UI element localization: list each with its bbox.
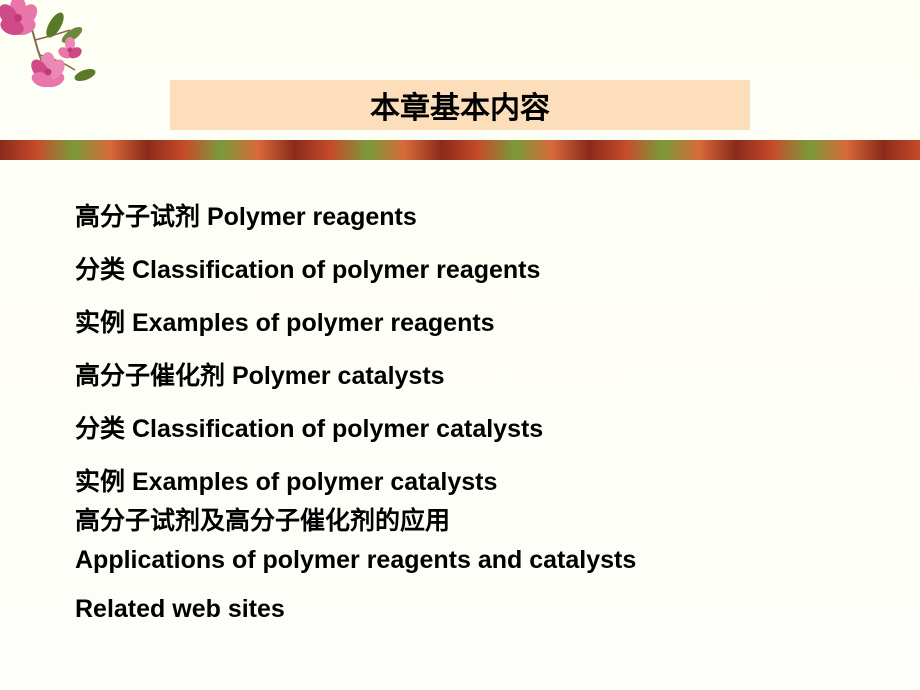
chapter-title-box: 本章基本内容: [170, 80, 750, 130]
outline-item: 实例 Examples of polymer reagents: [75, 306, 865, 341]
outline-item: Applications of polymer reagents and cat…: [75, 543, 865, 578]
outline-item: 高分子试剂及高分子催化剂的应用: [75, 504, 865, 539]
chapter-title: 本章基本内容: [370, 83, 550, 127]
outline-item: 高分子催化剂 Polymer catalysts: [75, 359, 865, 394]
decorative-divider: [0, 140, 920, 160]
content-list: 高分子试剂 Polymer reagents 分类 Classification…: [75, 200, 865, 645]
flower-decoration: [0, 0, 140, 140]
outline-item: 实例 Examples of polymer catalysts: [75, 465, 865, 500]
outline-item: 分类 Classification of polymer catalysts: [75, 412, 865, 447]
outline-item: Related web sites: [75, 592, 865, 627]
outline-item: 高分子试剂 Polymer reagents: [75, 200, 865, 235]
outline-item: 分类 Classification of polymer reagents: [75, 253, 865, 288]
